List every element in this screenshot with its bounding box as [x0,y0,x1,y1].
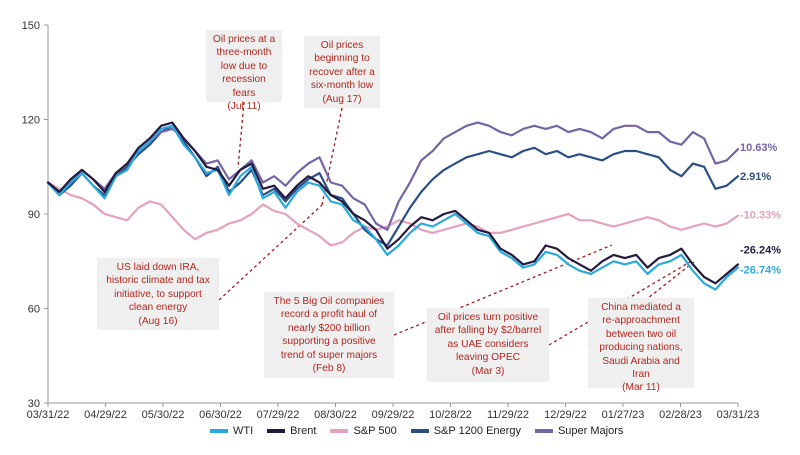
series-line-wti [46,124,740,291]
annotation-aug17: Oil prices beginning to recover after a … [304,36,380,108]
legend-swatch [410,429,429,433]
annotation-leader-line [321,107,343,206]
legend-label: WTI [233,425,254,437]
x-tick-label: 10/28/22 [429,409,472,421]
series-lines [46,121,740,291]
x-tick-label: 12/29/22 [544,409,587,421]
end-labels: 10.63% 2.91% -10.33% -26.24% -26.74% [740,142,781,276]
legend-item-sp500: S&P 500 [330,425,397,437]
x-tick-label: 01/27/23 [602,409,645,421]
annotation-leader-line [218,204,323,301]
axes: 30 60 90 120 150 03/31/22 04/29/22 05/30/22 06/3… [22,20,760,421]
annotation-mar11: China mediated a re-approachment between… [588,298,694,393]
y-tick-label: 150 [22,20,40,32]
legend: WTI Brent S&P 500 S&P 1200 Energy Super … [210,425,623,437]
legend-swatch [534,429,553,433]
x-tick-label: 02/28/23 [659,409,702,421]
end-label: -26.24% [740,244,781,256]
legend-label: Super Majors [557,425,624,437]
annotation-feb8: The 5 Big Oil companies record a profit … [264,292,394,378]
x-tick-label: 07/29/22 [257,409,300,421]
end-label: -26.74% [740,265,781,277]
legend-swatch [267,429,286,433]
legend-item-sp1200-energy: S&P 1200 Energy [410,425,521,437]
x-tick-label: 05/30/22 [142,409,185,421]
legend-item-brent: Brent [267,425,316,437]
series-line-brent [46,121,740,285]
legend-label: S&P 1200 Energy [433,425,521,437]
legend-swatch [210,429,228,433]
annotation-jul11: Oil prices at a three-month low due to r… [206,30,282,112]
end-label: 2.91% [740,171,771,183]
x-tick-label: 11/29/22 [487,409,529,421]
y-tick-label: 30 [28,398,40,410]
legend-item-super-majors: Super Majors [534,425,624,437]
legend-label: S&P 500 [353,425,397,437]
x-tick-label: 06/30/22 [199,409,242,421]
series-line-s-p-500 [46,181,740,247]
x-tick-label: 03/31/23 [717,409,760,421]
annotation-leader-line [237,101,245,169]
x-tick-label: 03/31/22 [27,409,70,421]
legend-label: Brent [290,425,317,437]
x-tick-label: 04/29/22 [84,409,127,421]
y-tick-label: 120 [22,115,40,127]
x-tick-label: 08/30/22 [314,409,357,421]
annotation-aug16: US laid down IRA, historic climate and t… [97,258,219,330]
end-label: -10.33% [740,210,781,222]
annotation-mar3: Oil prices turn positive after falling b… [427,308,549,382]
y-tick-label: 60 [28,304,40,316]
legend-item-wti: WTI [210,425,253,437]
series-line-s-p-1200-energy [46,124,740,247]
y-tick-label: 90 [28,209,40,221]
legend-swatch [330,429,349,433]
x-tick-label: 09/29/22 [372,409,415,421]
series-line-super-majors [46,121,740,231]
end-label: 10.63% [740,142,778,154]
